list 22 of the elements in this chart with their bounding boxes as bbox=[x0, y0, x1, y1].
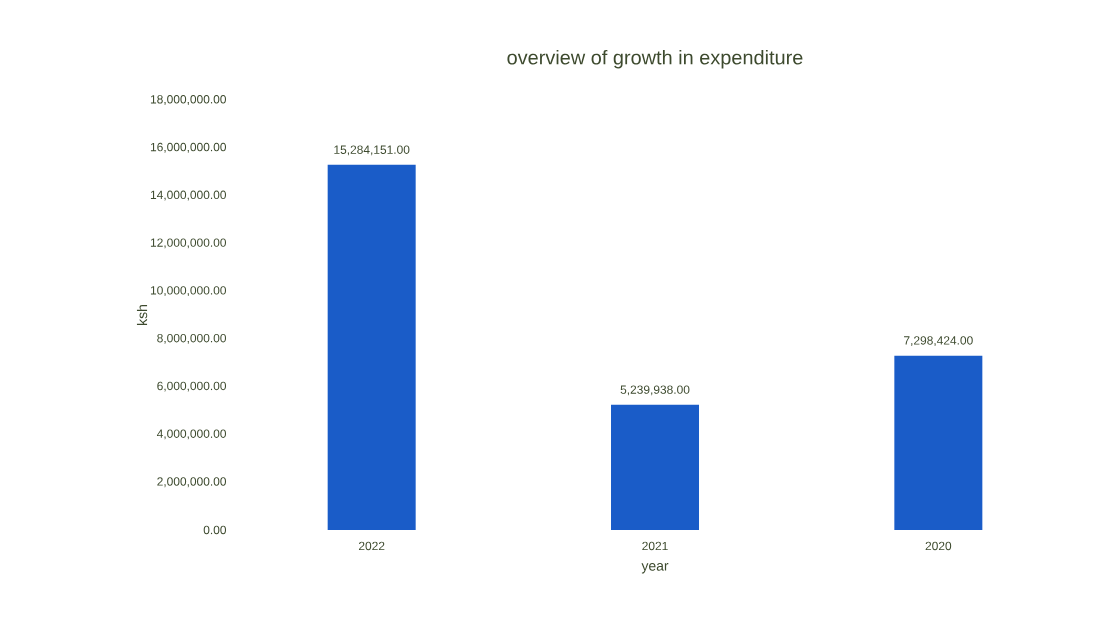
bar bbox=[327, 164, 416, 530]
y-tick-label: 2,000,000.00 bbox=[157, 477, 227, 488]
y-tick-label: 10,000,000.00 bbox=[150, 286, 227, 297]
chart-title: overview of growth in expenditure bbox=[507, 49, 803, 69]
y-tick-label: 12,000,000.00 bbox=[150, 238, 227, 249]
y-tick-label: 8,000,000.00 bbox=[157, 333, 227, 344]
y-tick-label: 18,000,000.00 bbox=[150, 95, 227, 105]
x-tick-label: 2021 bbox=[642, 541, 668, 551]
x-tick-label: 2022 bbox=[358, 541, 385, 551]
x-axis-title: year bbox=[641, 563, 669, 574]
y-axis-title: ksh bbox=[136, 305, 148, 325]
y-tick-label: 6,000,000.00 bbox=[157, 381, 227, 392]
data-label: 15,284,151.00 bbox=[334, 145, 410, 156]
data-label: 5,239,938.00 bbox=[620, 385, 690, 396]
bar bbox=[611, 404, 700, 530]
y-tick-label: 16,000,000.00 bbox=[150, 142, 227, 153]
y-tick-label: 4,000,000.00 bbox=[156, 429, 227, 440]
x-tick-label: 2020 bbox=[925, 541, 952, 551]
data-label: 7,298,424.00 bbox=[904, 336, 973, 347]
y-tick-label: 14,000,000.00 bbox=[150, 190, 227, 201]
y-tick-label: 0.00 bbox=[203, 525, 227, 535]
bar bbox=[894, 355, 983, 530]
